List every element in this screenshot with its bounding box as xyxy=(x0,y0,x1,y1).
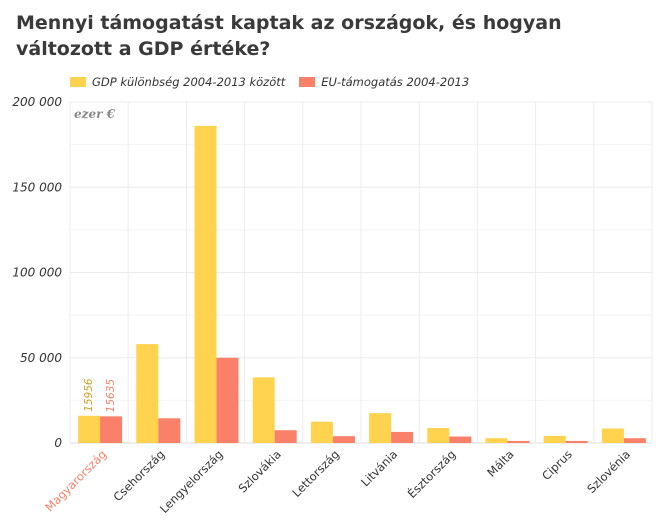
category-label: Lettország xyxy=(289,447,342,500)
bar-eu xyxy=(216,357,239,443)
category-label: Málta xyxy=(484,447,516,479)
bar-eu xyxy=(507,440,530,443)
bar-gdp xyxy=(543,435,566,443)
unit-label: ezer € xyxy=(74,107,116,121)
category-label: Csehország xyxy=(110,447,167,504)
category-label: Szlovénia xyxy=(584,447,633,496)
bar-eu xyxy=(158,418,181,443)
category-label: Észtország xyxy=(404,447,458,501)
bar-eu xyxy=(100,416,123,443)
bar-gdp xyxy=(252,377,275,443)
bar-gdp xyxy=(369,413,392,443)
bar-gdp xyxy=(194,125,217,444)
y-tick-label: 50 000 xyxy=(20,351,62,365)
bar-gdp xyxy=(136,344,159,443)
category-label: Ciprus xyxy=(539,447,575,483)
legend-label-gdp: GDP különbség 2004-2013 között xyxy=(92,75,286,89)
legend-swatch-gdp xyxy=(70,77,86,87)
category-label: Szlovákia xyxy=(236,447,284,495)
y-tick-label: 200 000 xyxy=(12,95,62,109)
bar-gdp xyxy=(78,415,101,443)
category-label: Lengyelország xyxy=(157,447,226,516)
data-label: 15635 xyxy=(105,379,117,413)
y-tick-label: 150 000 xyxy=(12,180,62,194)
bar-gdp xyxy=(485,438,508,443)
legend-item-gdp: GDP különbség 2004-2013 között xyxy=(70,75,285,89)
bar-gdp xyxy=(601,428,624,443)
bar-eu xyxy=(623,438,646,443)
legend-item-eu: EU-támogatás 2004-2013 xyxy=(299,75,469,89)
legend-swatch-eu xyxy=(299,77,316,87)
legend-label-eu: EU-támogatás 2004-2013 xyxy=(321,75,470,89)
data-label: 15956 xyxy=(83,378,95,412)
bar-eu xyxy=(332,436,355,443)
bar-eu xyxy=(391,431,414,443)
y-tick-label: 0 xyxy=(54,436,62,450)
y-tick-label: 100 000 xyxy=(12,266,62,280)
chart-legend: GDP különbség 2004-2013 között EU-támoga… xyxy=(70,75,483,89)
bar-eu xyxy=(449,436,472,443)
category-label: Magyarország xyxy=(42,447,109,514)
category-label: Litvánia xyxy=(358,447,400,489)
bar-gdp xyxy=(427,427,450,443)
bar-gdp xyxy=(310,421,333,443)
bar-eu xyxy=(565,440,588,443)
chart-title: Mennyi támogatást kaptak az országok, és… xyxy=(16,12,562,60)
bar-eu xyxy=(274,430,297,443)
